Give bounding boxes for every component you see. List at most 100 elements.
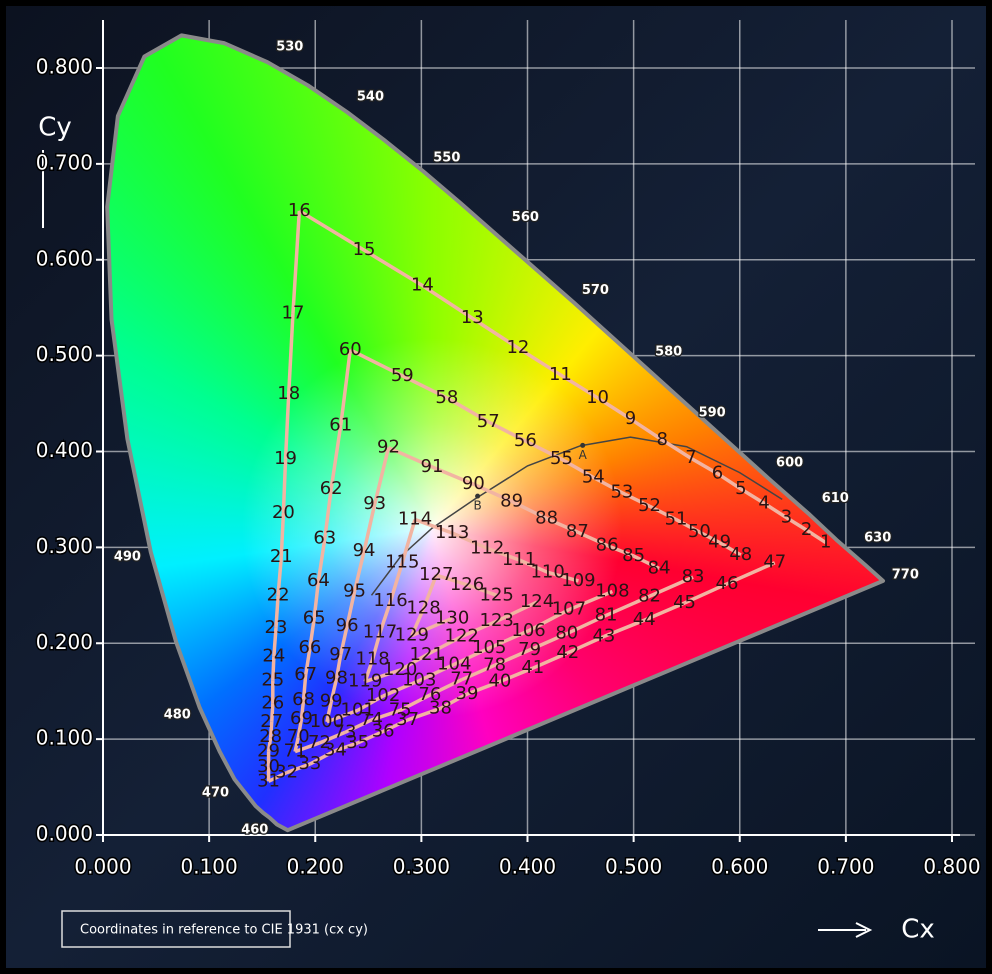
x-axis-arrow bbox=[818, 922, 873, 938]
y-tick-label: 0.600 bbox=[36, 246, 93, 270]
connector bbox=[323, 488, 333, 539]
y-tick-label: 0.500 bbox=[36, 342, 93, 366]
point-label: 3 bbox=[781, 507, 792, 528]
connector bbox=[411, 616, 453, 638]
connector bbox=[329, 678, 339, 703]
connector bbox=[291, 210, 302, 314]
point-label: 37 bbox=[396, 709, 419, 730]
point-label: 115 bbox=[385, 552, 419, 573]
connector bbox=[527, 608, 570, 633]
point-label: 73 bbox=[334, 721, 357, 742]
connector bbox=[461, 663, 496, 682]
connector bbox=[566, 613, 607, 636]
point-label: 102 bbox=[366, 685, 400, 706]
point-label: 112 bbox=[470, 537, 504, 558]
point-label: 111 bbox=[502, 549, 536, 570]
connector bbox=[560, 457, 595, 479]
point-label: 62 bbox=[320, 478, 343, 499]
connector bbox=[345, 591, 357, 627]
point-label: 4 bbox=[758, 492, 769, 513]
y-tick-label: 0.000 bbox=[36, 822, 93, 846]
point-label: 18 bbox=[277, 383, 300, 404]
connector bbox=[356, 694, 385, 712]
wavelength-label: 570 bbox=[582, 283, 609, 298]
point-label: 30 bbox=[257, 756, 280, 777]
connector bbox=[272, 627, 278, 657]
connector bbox=[517, 346, 562, 377]
point-label: 130 bbox=[435, 607, 469, 628]
connector bbox=[698, 530, 721, 545]
point-label: 51 bbox=[665, 509, 688, 530]
point-label: 10 bbox=[586, 387, 609, 408]
point-label: 58 bbox=[435, 387, 458, 408]
point-label: 40 bbox=[488, 671, 511, 692]
point-label: 45 bbox=[673, 592, 696, 613]
connector bbox=[683, 582, 728, 605]
wavelength-label: 560 bbox=[512, 210, 539, 225]
connector bbox=[718, 541, 742, 557]
point-label: 54 bbox=[582, 466, 605, 487]
connector bbox=[338, 349, 353, 426]
point-label: 78 bbox=[483, 654, 506, 675]
point-label: 109 bbox=[561, 570, 595, 591]
y-tick-label: 0.400 bbox=[36, 438, 93, 462]
connector bbox=[400, 519, 417, 564]
point-label: 2 bbox=[801, 519, 812, 540]
point-label: 105 bbox=[472, 637, 506, 658]
connector bbox=[499, 666, 534, 684]
connector bbox=[716, 472, 742, 491]
point-label: 33 bbox=[298, 753, 321, 774]
point-label: 106 bbox=[511, 620, 545, 641]
point-label: 44 bbox=[633, 609, 656, 630]
point-label: 67 bbox=[294, 664, 317, 685]
wavelength-label: 480 bbox=[164, 708, 191, 723]
connector bbox=[605, 594, 651, 618]
connector bbox=[429, 678, 463, 697]
connector bbox=[524, 439, 563, 461]
connector bbox=[283, 393, 291, 460]
connector bbox=[414, 517, 453, 535]
point-label: 81 bbox=[595, 604, 618, 625]
connector bbox=[435, 573, 468, 587]
point-label: 19 bbox=[274, 448, 297, 469]
point-label: 119 bbox=[348, 671, 382, 692]
connector bbox=[308, 618, 316, 649]
point-label: 82 bbox=[638, 585, 661, 606]
point-label: 95 bbox=[343, 580, 366, 601]
connector bbox=[269, 703, 275, 722]
connector bbox=[370, 708, 401, 722]
connector bbox=[418, 662, 456, 683]
y-tick-label: 0.300 bbox=[36, 534, 93, 558]
connector bbox=[739, 487, 766, 505]
wavelength-label: 540 bbox=[357, 89, 384, 104]
point-label: 11 bbox=[549, 364, 572, 385]
y-axis-label: Cy bbox=[38, 113, 72, 143]
point-label: 6 bbox=[712, 463, 723, 484]
x-tick-label: 0.400 bbox=[499, 855, 556, 879]
point-label: 25 bbox=[261, 670, 284, 691]
connector bbox=[294, 741, 321, 754]
point-label: 57 bbox=[477, 411, 500, 432]
point-label: 87 bbox=[566, 521, 589, 542]
point-label: 75 bbox=[389, 699, 412, 720]
reference-point bbox=[580, 442, 586, 448]
connector bbox=[299, 699, 306, 720]
point-label: 8 bbox=[657, 429, 668, 450]
wavelength-label: 580 bbox=[655, 344, 682, 359]
point-label: 128 bbox=[406, 598, 440, 619]
point-label: 108 bbox=[595, 580, 629, 601]
point-label: 53 bbox=[610, 482, 633, 503]
point-label: 77 bbox=[450, 669, 473, 690]
point-label: 114 bbox=[398, 509, 432, 530]
wavelength-label: 550 bbox=[433, 151, 460, 166]
point-label: 97 bbox=[329, 644, 352, 665]
wavelength-label: 770 bbox=[892, 568, 919, 583]
point-label: 15 bbox=[353, 239, 376, 260]
point-label: 52 bbox=[638, 495, 661, 516]
connector bbox=[621, 491, 651, 508]
connector bbox=[309, 749, 337, 766]
connector bbox=[453, 646, 491, 666]
connector bbox=[339, 625, 349, 656]
point-label: 69 bbox=[290, 708, 313, 729]
